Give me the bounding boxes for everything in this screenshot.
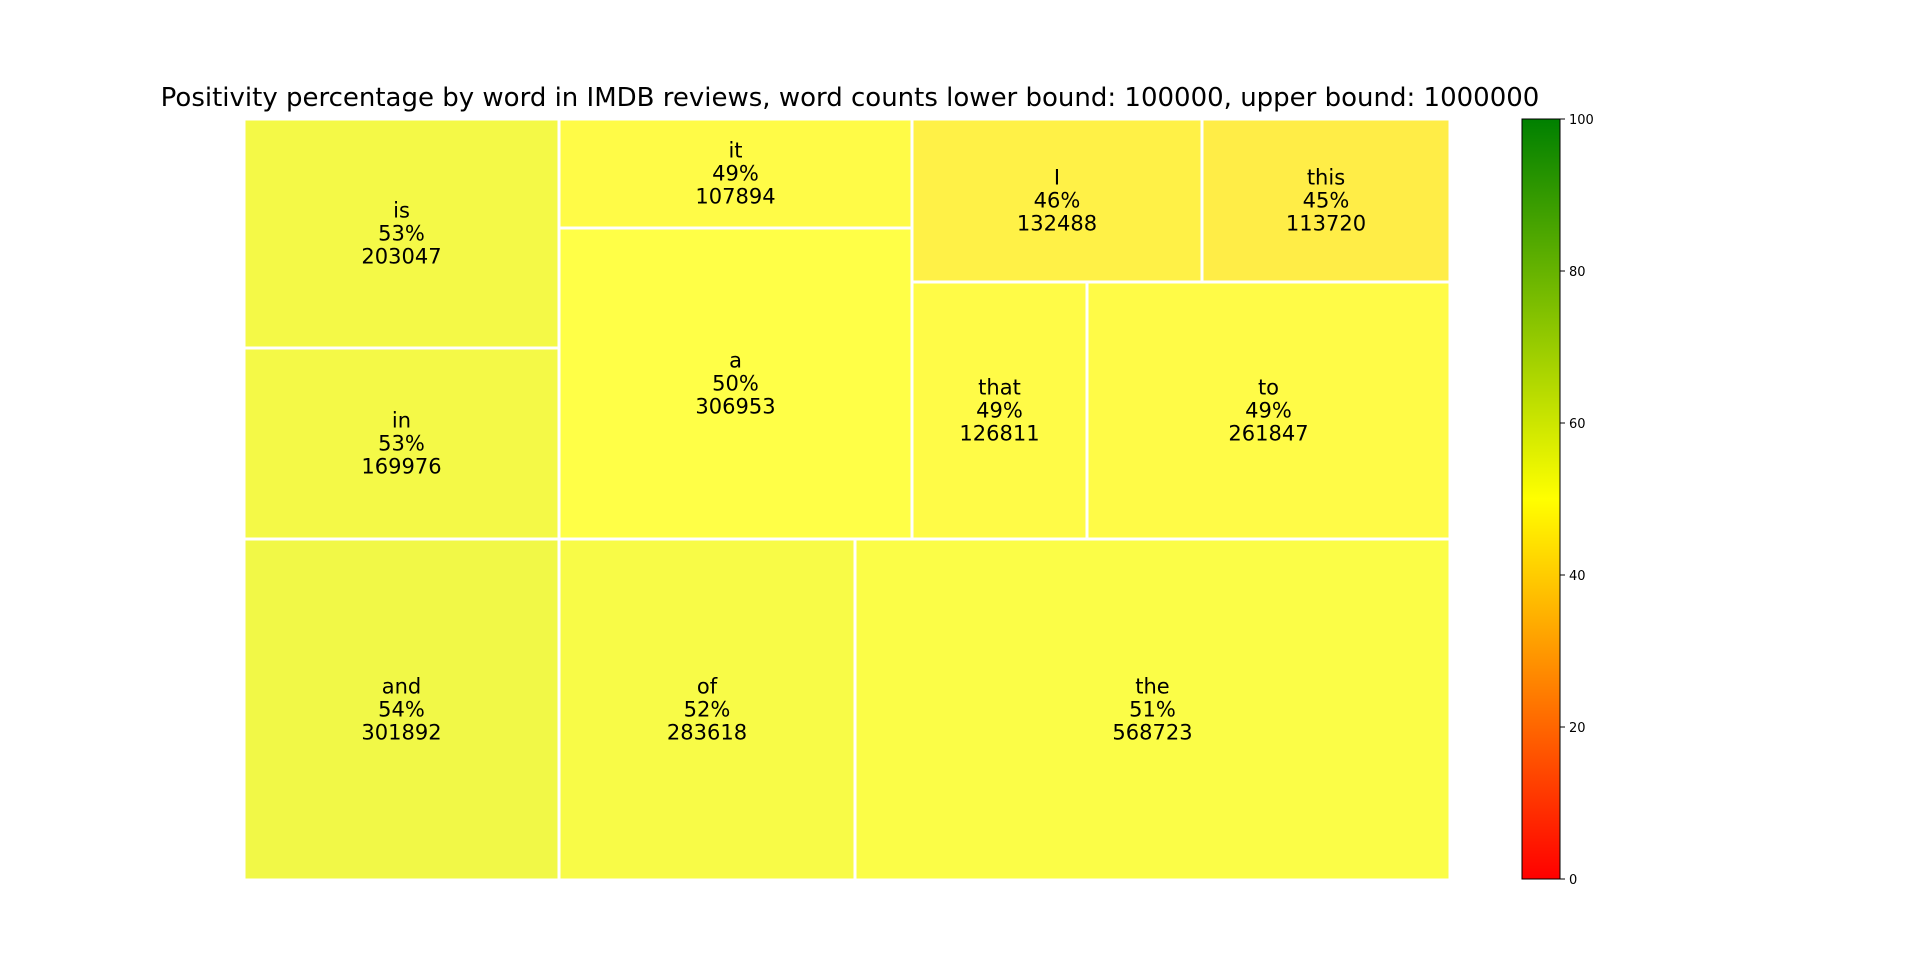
tile-rect <box>242 117 561 350</box>
tile-percent: 45% <box>1303 189 1350 213</box>
tile-count: 568723 <box>1112 721 1192 745</box>
tile-percent: 51% <box>1129 698 1176 722</box>
tile-count: 306953 <box>695 395 775 419</box>
tile-word: I <box>1054 166 1060 190</box>
tile-rect <box>1085 280 1452 541</box>
colorbar-tick-label: 40 <box>1569 569 1586 584</box>
chart-title: Positivity percentage by word in IMDB re… <box>160 83 1540 113</box>
tile-count: 301892 <box>361 721 441 745</box>
tile-word: of <box>697 675 718 699</box>
tile-percent: 49% <box>976 399 1023 423</box>
colorbar-tick-label: 80 <box>1569 265 1586 280</box>
tile-word: a <box>729 349 742 373</box>
tile-percent: 53% <box>378 222 425 246</box>
tile-count: 169976 <box>361 455 441 479</box>
tile-word: and <box>382 675 422 699</box>
tile-rect <box>1200 117 1452 284</box>
tile-rect <box>910 280 1089 541</box>
tile-word: it <box>728 139 742 163</box>
tile-count: 107894 <box>695 185 775 209</box>
tile-rect <box>910 117 1204 284</box>
colorbar-tick-label: 0 <box>1569 873 1577 888</box>
tile-percent: 49% <box>712 162 759 186</box>
tile-rect <box>557 537 857 882</box>
colorbar: 0 20 40 60 80 100 <box>1521 113 1594 888</box>
tile-i: I46%132488 <box>910 117 1204 284</box>
tile-percent: 46% <box>1034 189 1081 213</box>
tile-a: a50%306953 <box>557 226 914 541</box>
tile-rect <box>242 346 561 541</box>
colorbar-gradient <box>1521 118 1561 880</box>
tile-percent: 54% <box>378 698 425 722</box>
tile-count: 126811 <box>959 422 1039 446</box>
tile-count: 283618 <box>667 721 747 745</box>
tile-word: is <box>393 199 410 223</box>
tile-rect <box>242 537 561 882</box>
tile-count: 113720 <box>1286 212 1366 236</box>
tile-percent: 49% <box>1245 399 1292 423</box>
tile-count: 203047 <box>361 245 441 269</box>
colorbar-ticks: 0 20 40 60 80 100 <box>1560 113 1594 888</box>
tile-word: the <box>1135 675 1169 699</box>
tile-word: this <box>1307 166 1345 190</box>
colorbar-tick-label: 60 <box>1569 417 1586 432</box>
tile-percent: 50% <box>712 372 759 396</box>
tile-count: 261847 <box>1228 422 1308 446</box>
tile-word: to <box>1258 376 1279 400</box>
colorbar-tick-label: 100 <box>1569 113 1594 128</box>
tile-rect <box>853 537 1452 882</box>
tile-percent: 52% <box>684 698 731 722</box>
tile-percent: 53% <box>378 432 425 456</box>
colorbar-tick-label: 20 <box>1569 721 1586 736</box>
treemap-tiles: is53%203047in53%169976and54%301892it49%1… <box>242 117 1452 882</box>
tile-word: that <box>978 376 1021 400</box>
tile-word: in <box>392 409 411 433</box>
tile-count: 132488 <box>1017 212 1097 236</box>
